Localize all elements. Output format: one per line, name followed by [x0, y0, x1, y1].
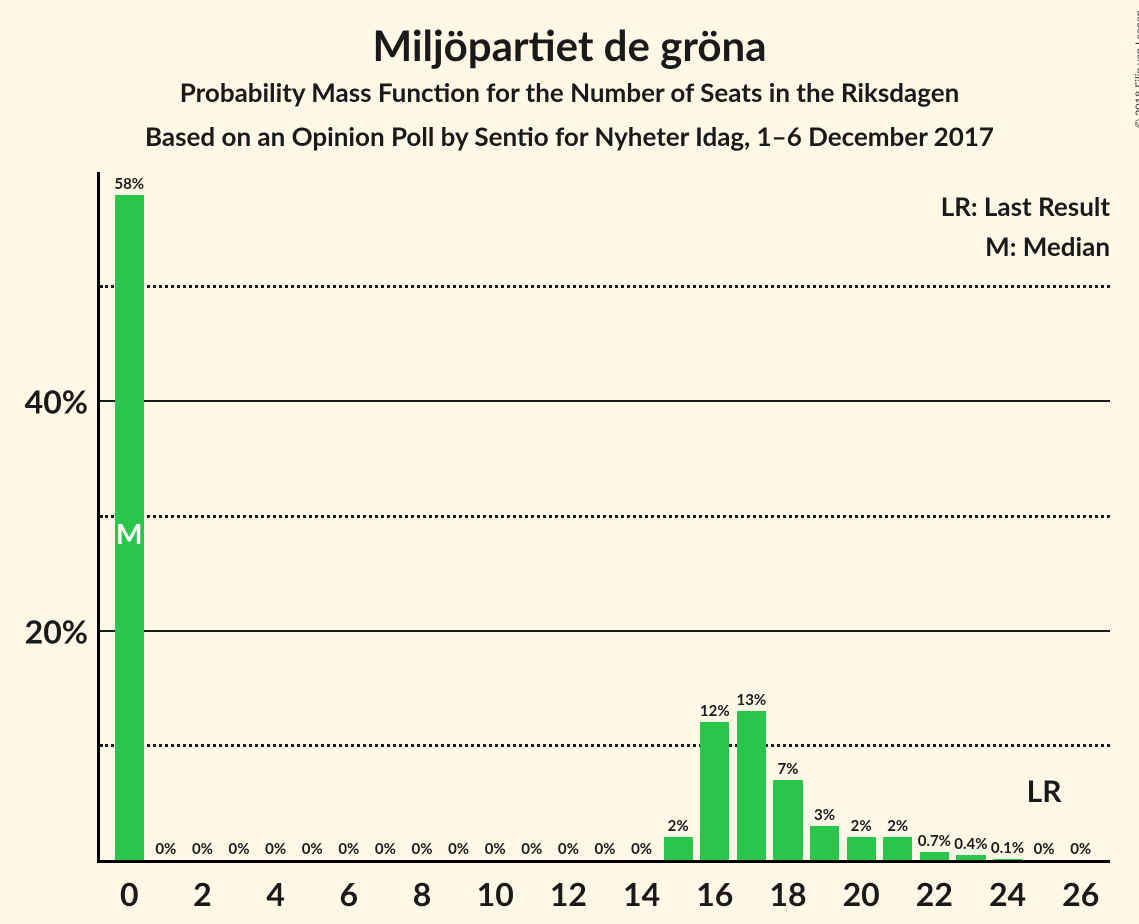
y-axis-tick-label: 20%	[25, 611, 100, 650]
bar-value-label: 0%	[338, 840, 359, 860]
bar-value-label: 7%	[777, 760, 798, 780]
gridline-major	[100, 630, 1110, 632]
median-marker: M	[116, 516, 142, 550]
gridline-minor	[100, 515, 1110, 518]
chart-root: Miljöpartiet de gröna Probability Mass F…	[0, 0, 1139, 924]
bar: 2%	[883, 837, 912, 860]
bar-value-label: 0.1%	[991, 839, 1024, 859]
chart-subtitle-1: Probability Mass Function for the Number…	[0, 76, 1139, 108]
bar-value-label: 0%	[485, 840, 506, 860]
bar-value-label: 0%	[1034, 840, 1055, 860]
bar: 0.7%	[920, 852, 949, 860]
gridline-major	[100, 400, 1110, 402]
bar-value-label: 0%	[375, 840, 396, 860]
bar: 3%	[810, 826, 839, 860]
bar: 12%	[700, 722, 729, 860]
x-axis-tick-label: 10	[477, 860, 514, 913]
bar-value-label: 12%	[700, 702, 730, 722]
x-axis-tick-label: 4	[266, 860, 285, 913]
bar-value-label: 0%	[265, 840, 286, 860]
bar: 13%	[737, 711, 766, 860]
x-axis-tick-label: 22	[916, 860, 953, 913]
x-axis-tick-label: 6	[340, 860, 359, 913]
chart-subtitle-2: Based on an Opinion Poll by Sentio for N…	[0, 120, 1139, 152]
bar: 58%M	[115, 195, 144, 860]
chart-title: Miljöpartiet de gröna	[0, 20, 1139, 70]
bar-value-label: 0%	[521, 840, 542, 860]
x-axis-tick-label: 20	[843, 860, 880, 913]
bar-value-label: 0%	[229, 840, 250, 860]
bar-value-label: 0%	[594, 840, 615, 860]
bar-value-label: 0%	[302, 840, 323, 860]
gridline-minor	[100, 285, 1110, 288]
bar-value-label: 0%	[192, 840, 213, 860]
bar-value-label: 58%	[114, 175, 144, 195]
bar-value-label: 0.4%	[954, 835, 987, 855]
bar: 7%	[773, 780, 802, 860]
x-axis-tick-label: 12	[550, 860, 587, 913]
bar-value-label: 0%	[1070, 840, 1091, 860]
x-axis-tick-label: 26	[1062, 860, 1099, 913]
x-axis-tick-label: 16	[696, 860, 733, 913]
bar-value-label: 2%	[887, 817, 908, 837]
bar: 2%	[847, 837, 876, 860]
y-axis-line	[97, 172, 100, 863]
bar-value-label: 13%	[737, 691, 767, 711]
bar-value-label: 0%	[448, 840, 469, 860]
copyright-text: © 2018 Filip van Laenen	[1133, 10, 1139, 128]
bar-value-label: 0%	[412, 840, 433, 860]
legend-entry: LR: Last Result	[941, 190, 1110, 222]
gridline-minor	[100, 744, 1110, 747]
x-axis-tick-label: 18	[769, 860, 806, 913]
bar-value-label: 0%	[631, 840, 652, 860]
x-axis-tick-label: 24	[989, 860, 1026, 913]
x-axis-tick-label: 2	[193, 860, 212, 913]
x-axis-tick-label: 0	[120, 860, 139, 913]
bar-value-label: 3%	[814, 806, 835, 826]
bar: 2%	[664, 837, 693, 860]
x-axis-tick-label: 8	[413, 860, 432, 913]
last-result-marker: LR	[1027, 773, 1062, 809]
bar-value-label: 0%	[155, 840, 176, 860]
bar-value-label: 0.7%	[918, 832, 951, 852]
legend-entry: M: Median	[985, 230, 1110, 262]
x-axis-tick-label: 14	[623, 860, 660, 913]
bar-value-label: 2%	[851, 817, 872, 837]
x-axis-line	[97, 860, 1110, 863]
bar-value-label: 2%	[668, 817, 689, 837]
y-axis-tick-label: 40%	[25, 382, 100, 421]
plot-area: 20%40%0246810121416182022242658%M0%0%0%0…	[100, 172, 1110, 860]
bar-value-label: 0%	[558, 840, 579, 860]
